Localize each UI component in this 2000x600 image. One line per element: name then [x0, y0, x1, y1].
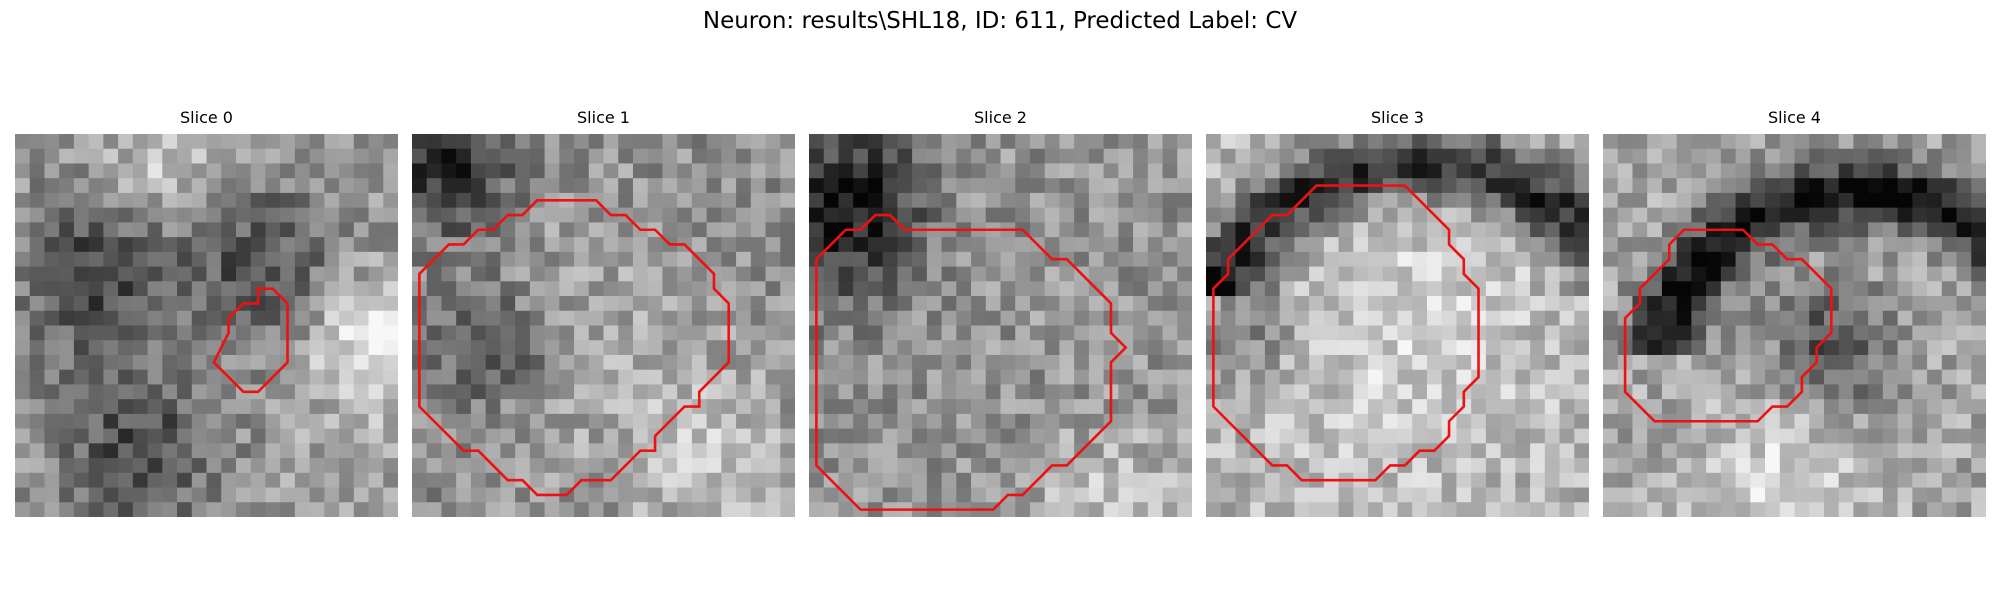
- slice-title-1: Slice 1: [577, 108, 630, 127]
- slice-image-3: [1206, 134, 1589, 517]
- slice-image-2: [809, 134, 1192, 517]
- slice-panel-2: Slice 2: [809, 108, 1192, 528]
- slice-panel-3: Slice 3: [1206, 108, 1589, 528]
- slice-image-4: [1603, 134, 1986, 517]
- slice-image-1: [412, 134, 795, 517]
- roi-contour-3: [1212, 184, 1480, 482]
- figure-title: Neuron: results\SHL18, ID: 611, Predicte…: [702, 8, 1298, 34]
- slice-panel-0: Slice 0: [15, 108, 398, 528]
- slice-title-4: Slice 4: [1768, 108, 1821, 127]
- slice-panel-4: Slice 4: [1603, 108, 1986, 528]
- roi-contour-1: [418, 198, 731, 497]
- roi-contour-0: [212, 287, 289, 394]
- slice-image-0: [15, 134, 398, 517]
- roi-contour-2: [815, 213, 1128, 511]
- slice-title-0: Slice 0: [180, 108, 233, 127]
- slice-title-3: Slice 3: [1371, 108, 1424, 127]
- slice-panel-1: Slice 1: [412, 108, 795, 528]
- roi-contour-4: [1623, 228, 1833, 423]
- slice-title-2: Slice 2: [974, 108, 1027, 127]
